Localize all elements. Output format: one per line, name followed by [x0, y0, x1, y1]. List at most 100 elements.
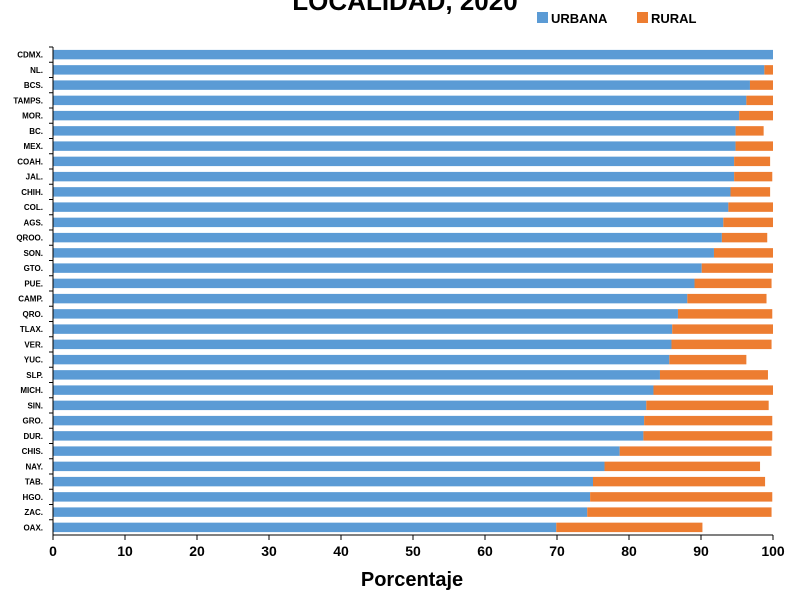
bar-rural-bc: [735, 126, 764, 136]
legend-swatch-urbana: [537, 12, 548, 23]
bar-rural-chis: [619, 446, 772, 456]
category-label: CHIH.: [21, 188, 43, 197]
legend-swatch-rural: [637, 12, 648, 23]
bar-urbana-mor: [53, 110, 740, 121]
bar-rural-gro: [644, 415, 773, 426]
category-label: DUR.: [23, 432, 43, 441]
bar-rural-qro: [677, 309, 773, 319]
category-label: NL.: [30, 66, 43, 75]
bar-urbana-zac: [53, 507, 588, 517]
bar-urbana-nl: [53, 65, 765, 75]
x-tick-label: 60: [477, 543, 493, 559]
bar-rural-hgo: [590, 492, 773, 502]
x-tick-label: 40: [333, 543, 349, 559]
bar-rural-oax: [556, 522, 703, 533]
bar-rural-slp: [659, 370, 768, 380]
bar-urbana-son: [53, 248, 714, 258]
category-label: MOR.: [22, 112, 43, 121]
category-label: GRO.: [23, 417, 43, 426]
bar-rural-tlax: [672, 324, 773, 334]
category-labels: CDMX. NL. BCS. TAMPS. MOR. BC. MEX. COAH. JAL. CH…: [13, 46, 53, 532]
bar-rural-col: [728, 202, 773, 212]
bar-rural-chih: [730, 187, 771, 197]
category-label: MICH.: [20, 386, 43, 395]
bar-urbana-chis: [53, 446, 620, 456]
category-label: OAX.: [23, 523, 43, 532]
bar-rural-zac: [587, 507, 772, 517]
bar-urbana-cdmx: [53, 49, 773, 60]
bar-rural-jal: [734, 171, 773, 182]
bar-rural-mich: [653, 385, 773, 395]
x-tick-label: 70: [549, 543, 565, 559]
category-label: TAMPS.: [13, 96, 43, 105]
bar-urbana-jal: [53, 171, 735, 182]
bar-urbana-coah: [53, 156, 735, 167]
bar-urbana-tab: [53, 476, 593, 487]
bars-group: [53, 49, 773, 533]
category-label: BCS.: [24, 81, 43, 90]
bar-rural-coah: [734, 156, 771, 167]
x-axis-title: Porcentaje: [361, 569, 463, 591]
category-label: PUE.: [24, 279, 43, 288]
category-label: SIN.: [27, 401, 43, 410]
bar-urbana-sin: [53, 400, 647, 411]
bar-urbana-pue: [53, 278, 695, 289]
bar-rural-mex: [735, 141, 773, 151]
category-label: JAL.: [26, 173, 43, 182]
category-label: BC.: [29, 127, 43, 136]
bar-urbana-ver: [53, 339, 672, 350]
category-label: MEX.: [23, 142, 43, 151]
bar-urbana-qroo: [53, 232, 722, 243]
bar-urbana-hgo: [53, 492, 591, 502]
bar-rural-nay: [604, 461, 761, 472]
bar-rural-ags: [723, 217, 773, 228]
category-label: CDMX.: [17, 51, 43, 60]
bar-urbana-chih: [53, 187, 731, 197]
bar-urbana-tlax: [53, 324, 673, 334]
chart-title: LOCALIDAD, 2020: [292, 0, 517, 16]
category-label: SON.: [23, 249, 43, 258]
bar-rural-son: [713, 248, 773, 258]
bar-urbana-bc: [53, 126, 736, 136]
bar-rural-sin: [646, 400, 769, 411]
bar-rural-pue: [694, 278, 772, 289]
category-label: SLP.: [26, 371, 43, 380]
bar-urbana-gro: [53, 415, 645, 426]
bar-rural-tab: [593, 476, 766, 487]
legend-label-urbana: URBANA: [551, 11, 608, 26]
x-tick-label: 20: [189, 543, 205, 559]
category-label: YUC.: [24, 356, 43, 365]
bar-rural-gto: [701, 263, 773, 273]
x-tick-label: 50: [405, 543, 421, 559]
legend-label-rural: RURAL: [651, 11, 697, 26]
x-axis-ticks: 0 10 20 30 40 50 60 70 80 90 100: [49, 535, 785, 559]
bar-urbana-camp: [53, 293, 688, 304]
bar-urbana-ags: [53, 217, 724, 228]
bar-urbana-dur: [53, 431, 644, 441]
bar-rural-tamps: [746, 95, 773, 106]
category-label: QROO.: [16, 234, 43, 243]
bar-urbana-gto: [53, 263, 702, 273]
bar-rural-ver: [671, 339, 772, 350]
bar-rural-bcs: [749, 80, 773, 90]
category-label: AGS.: [23, 218, 43, 227]
bar-urbana-slp: [53, 370, 660, 380]
bar-urbana-bcs: [53, 80, 750, 90]
bar-rural-dur: [643, 431, 773, 441]
category-label: CHIS.: [22, 447, 43, 456]
x-tick-label: 30: [261, 543, 277, 559]
category-label: COL.: [24, 203, 43, 212]
category-label: NAY.: [26, 462, 44, 471]
bar-urbana-tamps: [53, 95, 747, 106]
category-label: GTO.: [24, 264, 43, 273]
x-tick-label: 10: [117, 543, 133, 559]
bar-urbana-yuc: [53, 354, 670, 365]
bar-rural-nl: [764, 65, 773, 75]
category-label: TLAX.: [20, 325, 43, 334]
bar-urbana-oax: [53, 522, 557, 533]
category-label: COAH.: [17, 157, 43, 166]
bar-rural-yuc: [669, 354, 747, 365]
category-label: QRO.: [23, 310, 43, 319]
category-label: HGO.: [23, 493, 43, 502]
